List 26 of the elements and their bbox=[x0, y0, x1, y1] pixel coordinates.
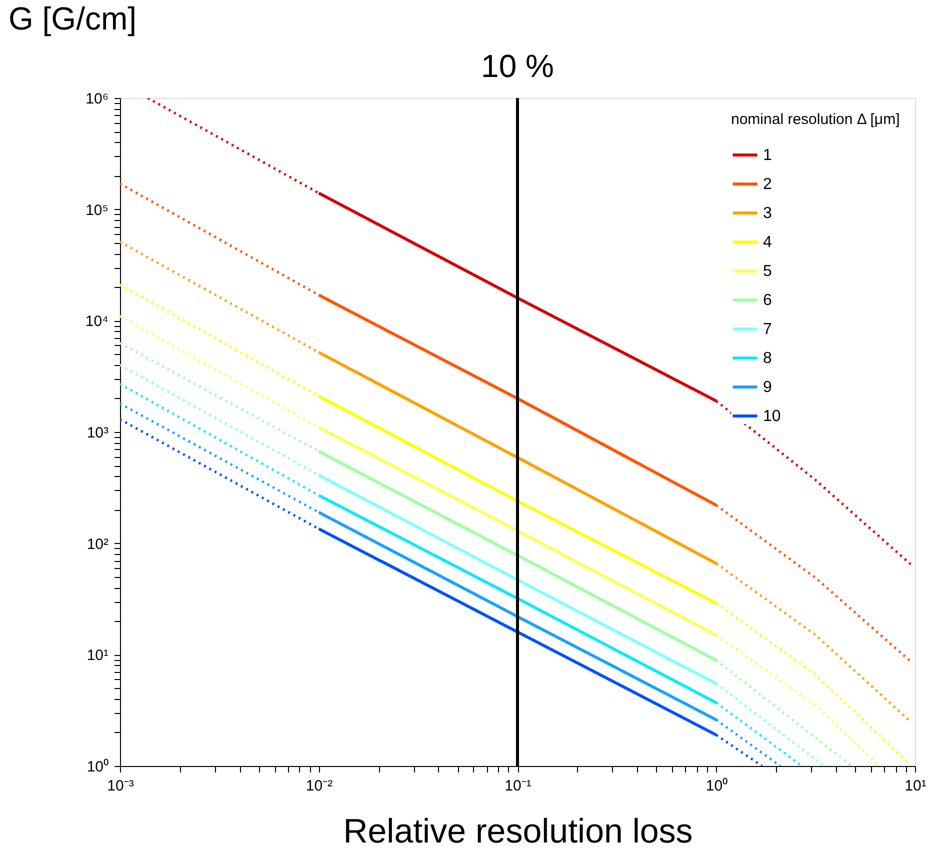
legend-label: 4 bbox=[763, 234, 772, 251]
y-tick-label: 10⁵ bbox=[86, 202, 108, 219]
x-axis-title: Relative resolution loss bbox=[343, 812, 693, 850]
legend-label: 8 bbox=[763, 350, 772, 367]
x-tick-label: 10⁰ bbox=[706, 778, 728, 794]
x-tick-label: 10¹ bbox=[904, 778, 926, 794]
y-axis-title: G [G/cm] bbox=[8, 0, 136, 36]
legend-label: 1 bbox=[763, 147, 772, 164]
legend-label: 7 bbox=[763, 321, 772, 338]
y-tick-label: 10³ bbox=[86, 424, 108, 442]
legend-label: 5 bbox=[763, 263, 772, 280]
y-tick-label: 10⁶ bbox=[86, 90, 108, 108]
x-tick-label: 10⁻¹ bbox=[504, 778, 532, 794]
y-tick-label: 10⁰ bbox=[86, 758, 108, 776]
legend-label: 2 bbox=[763, 176, 772, 193]
legend-label: 9 bbox=[763, 379, 772, 396]
legend-label: 6 bbox=[763, 292, 772, 309]
y-tick-label: 10¹ bbox=[86, 647, 108, 664]
x-tick-label: 10⁻³ bbox=[107, 778, 134, 794]
y-tick-label: 10⁴ bbox=[85, 313, 108, 330]
y-tick-label: 10² bbox=[86, 536, 108, 553]
x-tick-label: 10⁻² bbox=[306, 778, 333, 794]
ref-line-label: 10 % bbox=[481, 48, 554, 84]
legend-title: nominal resolution Δ [μm] bbox=[731, 111, 900, 128]
legend-label: 10 bbox=[763, 408, 781, 425]
legend-label: 3 bbox=[763, 205, 772, 222]
